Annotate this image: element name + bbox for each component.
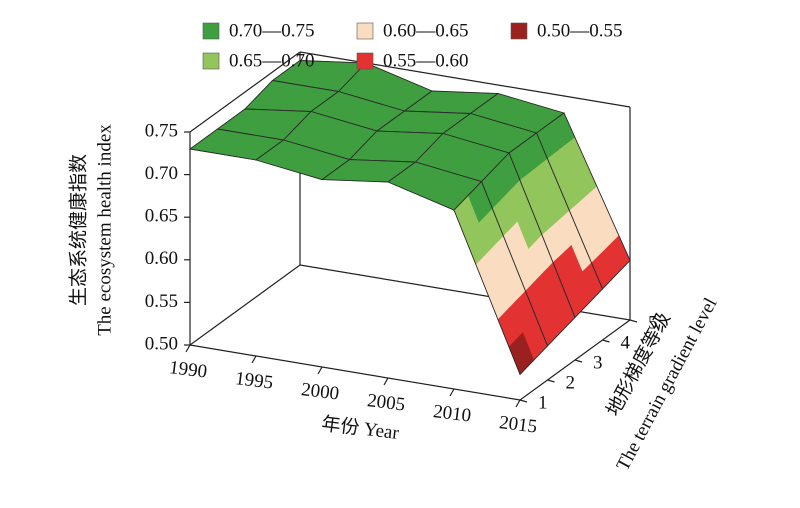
x-tick-label: 2010: [432, 401, 472, 426]
surface-cell: [453, 180, 549, 376]
x-tick: [317, 366, 323, 375]
y-tick: [547, 379, 555, 383]
y-tick: [574, 359, 583, 363]
axis-frame: [189, 264, 301, 346]
x-tick: [515, 399, 521, 408]
legend-label: 0.50—0.55: [537, 20, 623, 41]
y-tick: [602, 339, 610, 343]
y-tick: [629, 319, 638, 323]
legend-label: 0.70—0.75: [229, 20, 315, 41]
x-axis-label: 年份 Year: [320, 413, 401, 444]
legend-swatch: [356, 52, 374, 70]
axis-frame: [189, 51, 301, 133]
y-tick-label: 3: [593, 352, 603, 373]
z-axis-label: The ecosystem health index: [94, 124, 115, 336]
legend-swatch: [202, 22, 220, 40]
y-tick-label: 2: [566, 372, 576, 393]
x-tick: [383, 377, 389, 386]
y-tick-label: 5: [648, 312, 658, 333]
z-tick-label: 0.60: [145, 248, 178, 269]
y-tick-label: 1: [538, 392, 548, 413]
x-tick-label: 1990: [168, 357, 208, 382]
y-tick: [519, 399, 528, 403]
axis-frame: [189, 344, 521, 401]
z-tick-label: 0.55: [145, 291, 178, 312]
x-tick-label: 2015: [498, 412, 538, 437]
x-tick: [185, 344, 191, 353]
z-tick-label: 0.70: [145, 163, 178, 184]
legend-swatch: [202, 52, 220, 70]
x-tick-label: 1995: [234, 368, 274, 393]
x-tick: [449, 388, 455, 397]
y-tick-label: 4: [621, 332, 631, 353]
x-tick: [251, 355, 257, 364]
x-tick-label: 2000: [300, 379, 340, 404]
x-tick-label: 2005: [366, 390, 406, 415]
legend-label: 0.60—0.65: [383, 20, 469, 41]
legend-label: 0.55—0.60: [383, 50, 469, 71]
z-tick-label: 0.50: [145, 333, 178, 354]
z-axis-label: 生态系统健康指数: [67, 154, 89, 306]
legend-swatch: [356, 22, 374, 40]
z-tick-label: 0.65: [145, 206, 178, 227]
axis-frame: [299, 51, 631, 108]
z-tick-label: 0.75: [145, 120, 178, 141]
legend-swatch: [510, 22, 528, 40]
legend-label: 0.65—0.70: [229, 50, 315, 71]
